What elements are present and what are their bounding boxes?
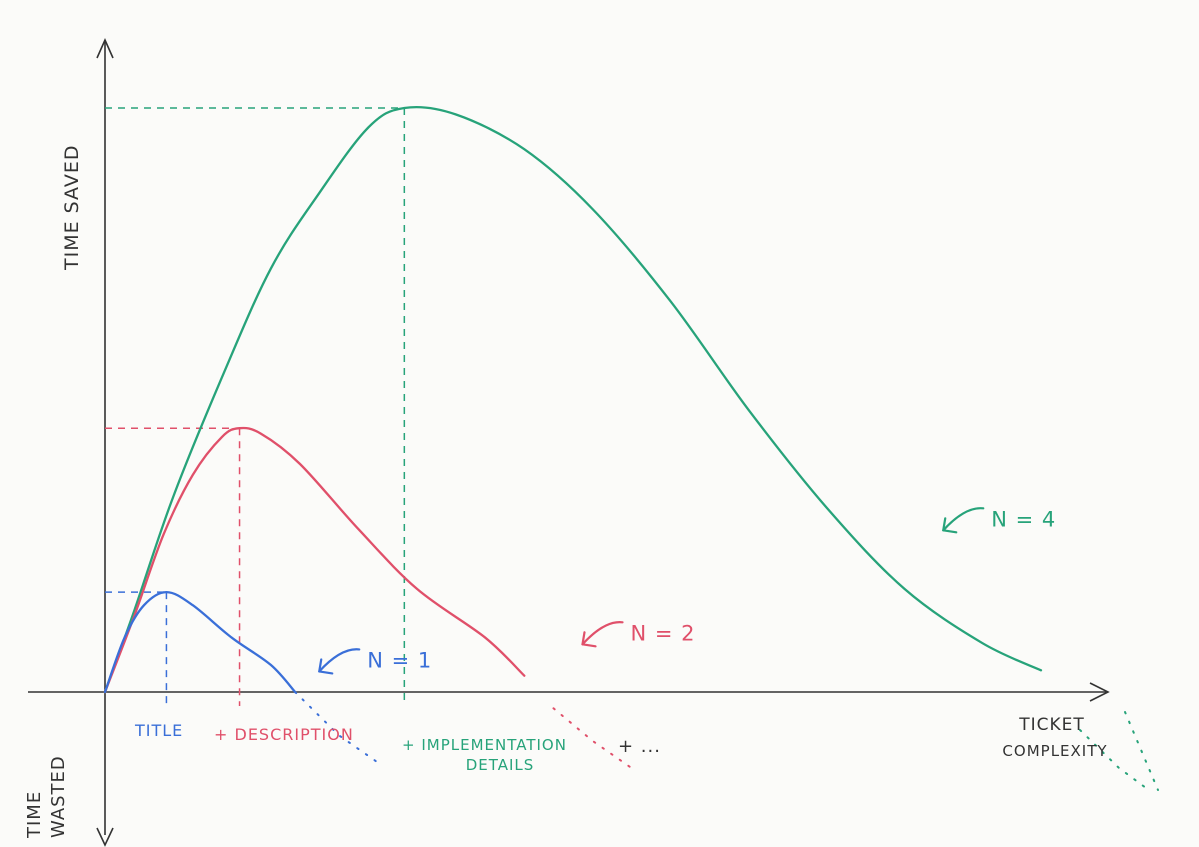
labels: TIME SAVED TIME WASTED TICKET COMPLEXITY N = … xyxy=(24,145,1159,839)
y-axis-negative-label-line1: TIME xyxy=(24,791,45,839)
series-label-arrowhead-n-2 xyxy=(581,631,597,648)
curves xyxy=(103,105,1150,791)
y-axis-negative-label-line2: WASTED xyxy=(48,755,69,838)
series-label-arrow-n-4 xyxy=(942,507,985,532)
x-tick-label-description-1: + DESCRIPTION xyxy=(214,725,354,744)
x-tick-label-implementation-2: + IMPLEMENTATION xyxy=(402,736,567,754)
y-axis-arrow-up xyxy=(96,38,114,59)
x-tick-label-title-0: TITLE xyxy=(134,721,183,740)
y-axis-label: TIME SAVED xyxy=(61,145,83,271)
series-label-n-1: N = 1 xyxy=(367,648,432,672)
x-axis-arrow xyxy=(1089,682,1110,702)
x-tick-label-more-4: + ... xyxy=(618,736,661,757)
series-line-n-2 xyxy=(103,426,526,694)
series-tail-n-4 xyxy=(1079,729,1150,791)
series-label-n-2: N = 2 xyxy=(631,621,696,645)
series-tail-n-1 xyxy=(294,691,379,764)
peak-guides xyxy=(105,107,406,706)
series-label-arrow-n-2 xyxy=(581,621,624,646)
x-tick-label-details-3: DETAILS xyxy=(466,756,535,774)
series-line-n-1 xyxy=(103,590,297,694)
series-label-arrowhead-n-4 xyxy=(942,517,958,534)
series-line-n-4 xyxy=(103,105,1043,694)
x-axis-label-trail xyxy=(1124,711,1159,791)
axes xyxy=(28,38,1110,847)
series-label-n-4: N = 4 xyxy=(991,507,1056,531)
y-axis-arrow-down xyxy=(96,827,114,847)
x-axis-label-line1: TICKET xyxy=(1018,715,1085,735)
series-label-arrow-n-1 xyxy=(318,648,361,673)
x-axis-label-line2: COMPLEXITY xyxy=(1002,742,1107,760)
series-label-arrowhead-n-1 xyxy=(318,658,334,675)
